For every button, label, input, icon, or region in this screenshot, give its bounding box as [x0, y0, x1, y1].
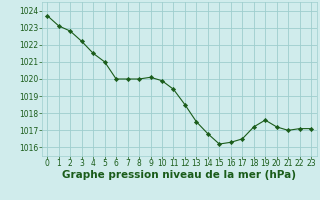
X-axis label: Graphe pression niveau de la mer (hPa): Graphe pression niveau de la mer (hPa)	[62, 170, 296, 180]
